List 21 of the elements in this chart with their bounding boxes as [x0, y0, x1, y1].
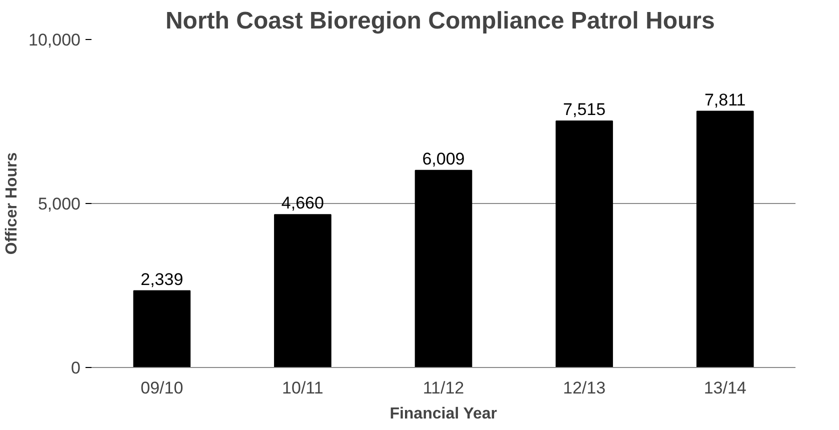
- x-tick-label: 10/11: [282, 378, 324, 398]
- data-label: 2,339: [140, 270, 184, 289]
- bar: [414, 170, 472, 368]
- bar: [133, 290, 191, 368]
- bar: [274, 214, 332, 368]
- x-axis-title: Financial Year: [390, 406, 498, 422]
- y-tick-label: 10,000: [28, 30, 81, 50]
- x-tick-label: 09/10: [140, 378, 184, 398]
- data-label: 4,660: [281, 194, 324, 213]
- x-tick-label: 12/13: [563, 378, 606, 398]
- x-tick-label: 11/12: [422, 378, 464, 398]
- chart-title: North Coast Bioregion Compliance Patrol Hours: [165, 8, 715, 34]
- data-label: 7,515: [563, 100, 606, 120]
- y-tick-label: 0: [71, 358, 81, 378]
- data-label: 6,009: [422, 149, 465, 168]
- x-tick-label: 13/14: [704, 378, 746, 398]
- y-tick-label: 5,000: [38, 194, 81, 214]
- data-label: 7,811: [704, 90, 746, 110]
- bar: [696, 110, 754, 368]
- bar: [556, 120, 613, 368]
- y-axis-title: Officer Hours: [4, 152, 21, 255]
